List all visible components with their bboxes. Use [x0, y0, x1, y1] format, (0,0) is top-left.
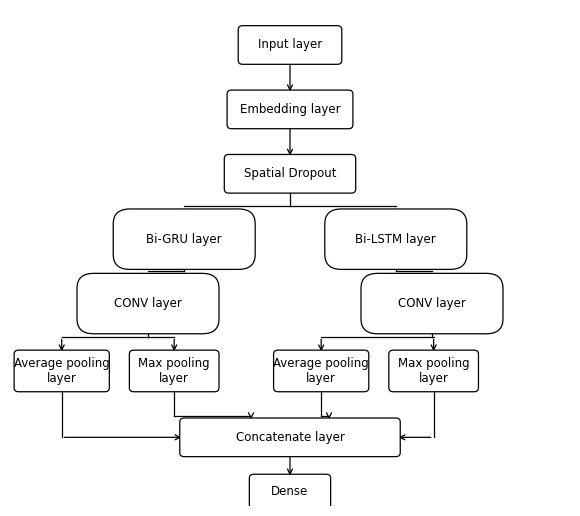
Text: Embedding layer: Embedding layer [240, 103, 340, 116]
Text: Max pooling
layer: Max pooling layer [139, 357, 210, 385]
Text: Max pooling
layer: Max pooling layer [398, 357, 469, 385]
FancyBboxPatch shape [325, 209, 467, 269]
FancyBboxPatch shape [361, 273, 503, 334]
Text: Spatial Dropout: Spatial Dropout [244, 167, 336, 180]
FancyBboxPatch shape [274, 350, 369, 392]
FancyBboxPatch shape [14, 350, 109, 392]
Text: CONV layer: CONV layer [398, 297, 466, 310]
FancyBboxPatch shape [180, 418, 400, 457]
FancyBboxPatch shape [238, 26, 342, 64]
FancyBboxPatch shape [389, 350, 478, 392]
FancyBboxPatch shape [129, 350, 219, 392]
FancyBboxPatch shape [249, 474, 331, 509]
Text: Concatenate layer: Concatenate layer [235, 431, 345, 444]
FancyBboxPatch shape [77, 273, 219, 334]
FancyBboxPatch shape [224, 154, 356, 193]
Text: Bi-LSTM layer: Bi-LSTM layer [356, 233, 436, 246]
FancyBboxPatch shape [227, 90, 353, 128]
Text: CONV layer: CONV layer [114, 297, 182, 310]
Text: Average pooling
layer: Average pooling layer [273, 357, 369, 385]
Text: Input layer: Input layer [258, 39, 322, 52]
Text: Dense: Dense [271, 486, 309, 498]
Text: Average pooling
layer: Average pooling layer [14, 357, 110, 385]
FancyBboxPatch shape [113, 209, 255, 269]
Text: Bi-GRU layer: Bi-GRU layer [146, 233, 222, 246]
